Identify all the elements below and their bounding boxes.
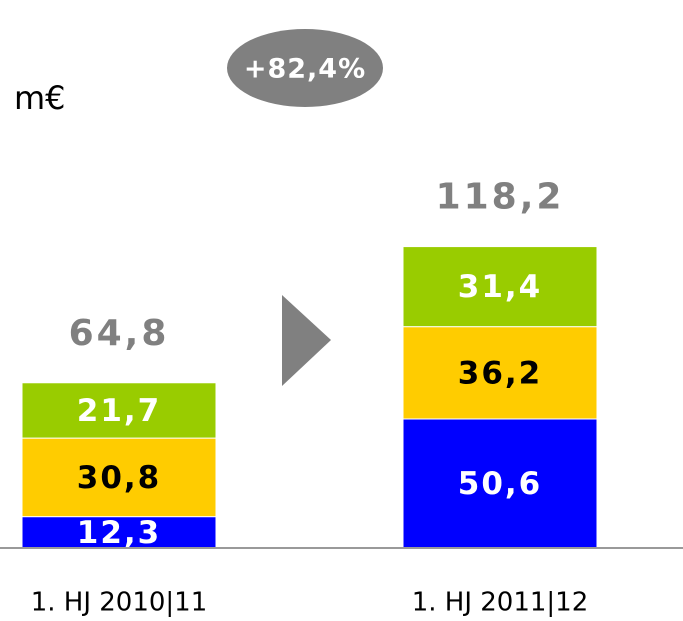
value-label: 21,7 xyxy=(77,393,162,429)
value-label: 30,8 xyxy=(77,460,162,496)
bar-segment xyxy=(402,418,598,549)
annotation-bubble xyxy=(227,29,383,107)
total-label: 64,8 xyxy=(69,313,170,354)
annotation: +82,4% xyxy=(244,54,366,85)
value-label: 31,4 xyxy=(458,269,543,305)
arrow xyxy=(282,295,331,386)
total-label: 118,2 xyxy=(436,177,565,218)
value-label: 12,3 xyxy=(77,515,162,551)
x-tick-label: 1. HJ 2010|11 xyxy=(31,588,208,618)
unit-label: m€ xyxy=(14,79,66,117)
bar-segment xyxy=(21,437,217,518)
x-tick-label: 1. HJ 2011|12 xyxy=(412,588,589,618)
bar-segment xyxy=(402,246,598,328)
bar-segment xyxy=(21,516,217,549)
bar-segment xyxy=(21,382,217,439)
value-label: 50,6 xyxy=(458,466,543,502)
value-label: 36,2 xyxy=(458,355,543,391)
